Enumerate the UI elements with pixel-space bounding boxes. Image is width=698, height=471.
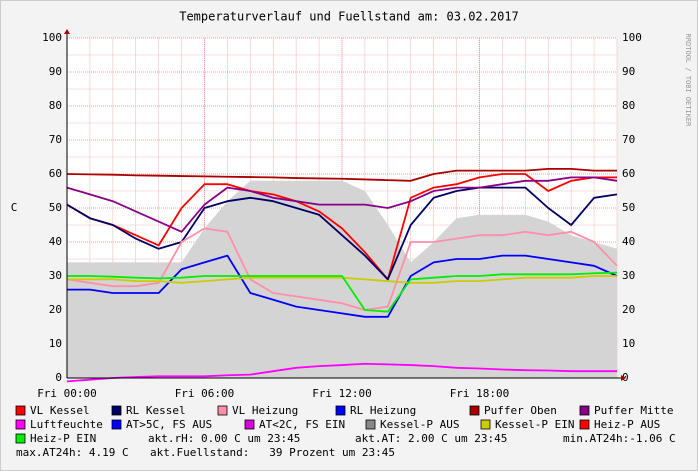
legend-swatch — [480, 419, 491, 430]
x-tick-label: Fri 12:00 — [312, 387, 372, 400]
legend-label: Kessel-P AUS — [380, 418, 459, 431]
legend-swatch — [111, 419, 122, 430]
legend-swatch — [579, 405, 590, 416]
legend-swatch — [15, 433, 26, 444]
note: akt.rH: 0.00 C um 23:45 — [148, 432, 300, 445]
y-tick-label-right: 10 — [622, 337, 635, 350]
y-tick-label: 50 — [49, 201, 62, 214]
legend-label: Puffer Mitte — [594, 404, 673, 417]
y-tick-label-right: 30 — [622, 269, 635, 282]
note: min.AT24h:-1.06 C — [563, 432, 676, 445]
chart-title: Temperaturverlauf und Fuellstand am: 03.… — [179, 10, 519, 24]
legend-label: RL Heizung — [350, 404, 416, 417]
note: max.AT24h: 4.19 C — [16, 446, 129, 459]
y-tick-label-right: 20 — [622, 303, 635, 316]
legend-label: VL Heizung — [232, 404, 298, 417]
y-tick-label: 70 — [49, 133, 62, 146]
legend-label: AT>5C, FS AUS — [126, 418, 212, 431]
legend-swatch — [15, 419, 26, 430]
legend-swatch — [365, 419, 376, 430]
line — [66, 168, 617, 182]
legend-label: Puffer Oben — [484, 404, 557, 417]
legend-label: VL Kessel — [30, 404, 90, 417]
line — [66, 186, 618, 281]
line — [66, 362, 617, 383]
y-axis-label: C — [11, 201, 18, 214]
legend-swatch — [335, 405, 346, 416]
y-tick-label: 20 — [49, 303, 62, 316]
line — [67, 254, 618, 318]
legend-swatch — [15, 405, 26, 416]
legend-swatch — [217, 405, 228, 416]
y-tick-label-right: 50 — [622, 201, 635, 214]
legend-label: Kessel-P EIN — [495, 418, 574, 431]
y-tick-label-right: 100 — [622, 31, 642, 44]
y-tick-label: 60 — [49, 167, 62, 180]
legend-label: Luftfeuchte — [30, 418, 103, 431]
y-tick-label: 100 — [42, 31, 62, 44]
note: akt.AT: 2.00 C um 23:45 — [355, 432, 507, 445]
x-tick-label: Fri 18:00 — [450, 387, 510, 400]
axis-arrow — [621, 375, 626, 381]
y-tick-label: 90 — [49, 65, 62, 78]
y-tick-label-right: 70 — [622, 133, 635, 146]
legend-label: AT<2C, FS EIN — [259, 418, 345, 431]
note: akt.Fuellstand: 39 Prozent um 23:45 — [150, 446, 395, 459]
y-tick-label: 0 — [55, 371, 62, 384]
area — [67, 180, 617, 378]
line — [66, 176, 618, 233]
y-tick-label-right: 0 — [622, 371, 629, 384]
y-tick-label: 40 — [49, 235, 62, 248]
legend-swatch — [111, 405, 122, 416]
x-tick-label: Fri 00:00 — [37, 387, 97, 400]
y-tick-label: 80 — [49, 99, 62, 112]
axis-arrow — [64, 29, 70, 34]
legend-label: RL Kessel — [126, 404, 186, 417]
watermark: RRDTOOL / TOBI OETIKER — [684, 34, 692, 128]
y-tick-label-right: 80 — [622, 99, 635, 112]
y-tick-label-right: 90 — [622, 65, 635, 78]
line — [67, 271, 618, 313]
y-tick-label-right: 60 — [622, 167, 635, 180]
legend-swatch — [469, 405, 480, 416]
x-tick-label: Fri 06:00 — [175, 387, 235, 400]
legend-label: Heiz-P AUS — [594, 418, 660, 431]
y-tick-label: 10 — [49, 337, 62, 350]
legend-swatch — [244, 419, 255, 430]
y-tick-label-right: 40 — [622, 235, 635, 248]
line — [66, 227, 618, 311]
line — [66, 173, 617, 281]
line — [67, 275, 617, 284]
y-tick-label: 30 — [49, 269, 62, 282]
legend-swatch — [579, 419, 590, 430]
legend-label: Heiz-P EIN — [30, 432, 96, 445]
